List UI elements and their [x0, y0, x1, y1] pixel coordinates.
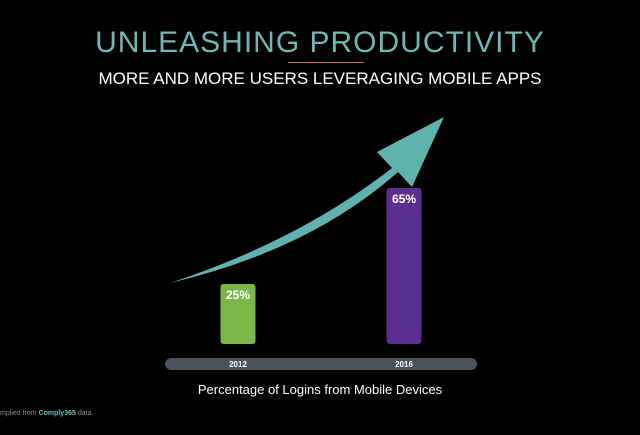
trend-arrow — [170, 117, 444, 283]
bar-2012 — [220, 284, 256, 344]
x-tick-label-2016: 2016 — [395, 360, 413, 369]
x-axis-title: Percentage of Logins from Mobile Devices — [198, 382, 443, 397]
footnote-brand: Comply365 — [38, 410, 76, 417]
x-tick-label-2012: 2012 — [229, 360, 247, 369]
title-underline — [288, 62, 364, 63]
bar-2016 — [386, 188, 422, 344]
bar-value-label-2012: 25% — [226, 288, 250, 302]
slide-title: UNLEASHING PRODUCTIVITY — [95, 26, 545, 59]
x-axis-bar — [165, 358, 477, 370]
footnote-suffix: data. — [77, 410, 94, 417]
slide-subtitle: MORE AND MORE USERS LEVERAGING MOBILE AP… — [98, 69, 542, 88]
bar-value-label-2016: 65% — [392, 192, 416, 206]
footnote-prefix: mplied from — [0, 410, 37, 417]
source-footnote: mplied from Comply365 data. — [0, 410, 93, 417]
